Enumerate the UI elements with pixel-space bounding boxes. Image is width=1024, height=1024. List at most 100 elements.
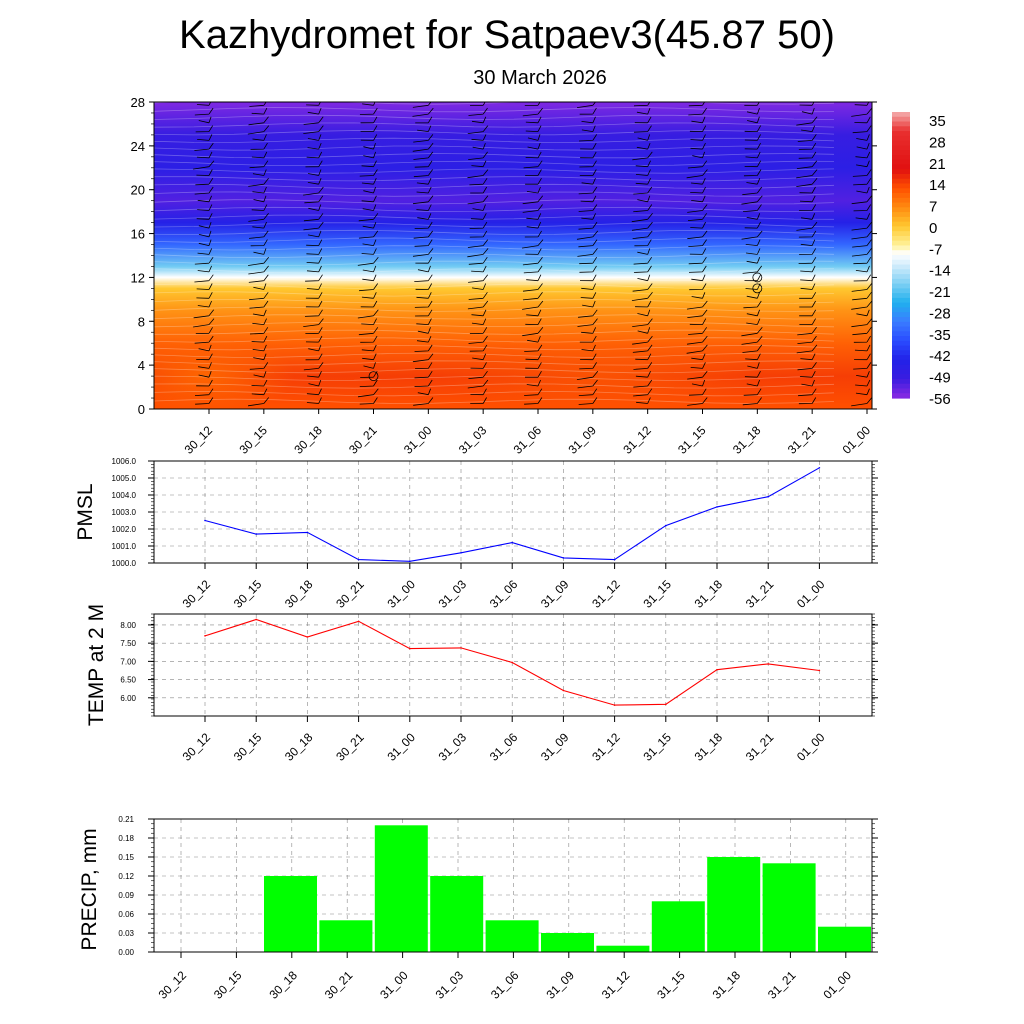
wind-barb — [471, 160, 487, 168]
colorbar-band — [892, 116, 910, 123]
colorbar-band — [892, 364, 910, 370]
wind-barb — [308, 344, 322, 352]
wind-barb — [852, 327, 872, 336]
wind-barb — [305, 353, 323, 361]
data-point — [409, 647, 411, 650]
contour-lines — [154, 102, 835, 404]
wind-barb — [855, 213, 871, 220]
wind-barb — [469, 221, 488, 229]
wind-barb — [632, 230, 653, 239]
x-tick-label: 31_15 — [640, 730, 674, 764]
contour-line — [154, 268, 835, 274]
wind-barb — [745, 151, 761, 159]
calm-marker — [752, 272, 763, 283]
contour-line — [154, 344, 835, 351]
wind-barb — [471, 309, 487, 317]
wind-barb — [357, 388, 379, 398]
wind-barb — [523, 160, 543, 169]
y-tick-label: 12 — [131, 270, 145, 285]
data-point — [562, 689, 565, 692]
wind-barb — [415, 309, 433, 317]
wind-barb — [797, 335, 817, 344]
wind-barb — [799, 248, 817, 255]
wind-barb — [248, 265, 269, 275]
contour-line — [154, 337, 835, 343]
colorbar-band — [892, 383, 910, 390]
colorbar-band — [892, 135, 910, 142]
colorbar-band — [892, 278, 910, 285]
wind-barb — [851, 221, 872, 231]
wind-barb — [193, 160, 215, 170]
wind-barb — [196, 213, 213, 220]
contour-line — [154, 291, 835, 297]
wind-barb — [577, 248, 598, 257]
wind-barb — [413, 230, 434, 239]
contour-line — [154, 298, 835, 305]
x-tick-label: 31_09 — [538, 577, 572, 611]
wind-barb — [359, 107, 378, 115]
calm-marker — [368, 371, 379, 382]
wind-barb — [417, 327, 431, 334]
wind-barb — [856, 142, 870, 150]
wind-barb — [853, 362, 872, 370]
wind-barb — [467, 195, 489, 205]
colorbar-band — [892, 169, 910, 175]
x-tick-label: 31_15 — [640, 577, 674, 611]
contour-line — [154, 314, 835, 320]
wind-barb — [468, 335, 488, 344]
wind-barb — [414, 274, 433, 282]
data-point — [204, 635, 206, 637]
precip-bar — [651, 901, 705, 952]
x-tick-label: 30_18 — [291, 423, 325, 457]
x-tick-label: 31_21 — [765, 968, 799, 1002]
colorbar-band — [892, 331, 910, 337]
colorbar-band — [892, 297, 910, 304]
wind-barb — [467, 248, 489, 258]
wind-barb — [305, 292, 323, 299]
wind-barb — [417, 125, 432, 132]
wind-barb — [633, 204, 653, 213]
wind-barb — [198, 116, 212, 124]
data-point — [255, 533, 257, 535]
x-tick-label: 30_15 — [236, 423, 270, 457]
wind-barb — [581, 178, 596, 185]
precip-bar — [374, 825, 428, 952]
wind-barb — [194, 274, 214, 283]
wind-barb — [744, 371, 761, 378]
data-point — [767, 495, 769, 498]
wind-barb — [525, 125, 542, 132]
wind-barb — [415, 362, 433, 369]
wind-barb — [742, 344, 763, 353]
colorbar-band — [892, 112, 910, 118]
wind-barb — [251, 379, 268, 387]
wind-barb — [415, 283, 433, 290]
wind-barb — [303, 362, 324, 371]
wind-barb — [634, 239, 652, 247]
wind-barb — [798, 230, 817, 238]
wind-barb — [196, 283, 213, 290]
wind-barb — [363, 142, 376, 150]
x-tick-label: 30_12 — [156, 968, 190, 1002]
y-tick-label: 0 — [138, 402, 145, 417]
wind-barb — [856, 160, 870, 168]
wind-barb — [741, 327, 763, 337]
wind-barb — [797, 327, 817, 336]
wind-barb — [472, 353, 487, 361]
precip-bar — [818, 926, 871, 952]
wind-barb — [360, 125, 378, 132]
wind-barb — [413, 397, 434, 406]
wind-barb — [471, 318, 487, 325]
wind-barb — [689, 283, 707, 291]
wind-barb — [248, 256, 270, 266]
colorbar-band — [892, 245, 910, 251]
wind-barb — [357, 256, 379, 266]
wind-barb — [635, 169, 651, 176]
wind-barb — [523, 265, 543, 274]
wind-barb — [689, 125, 707, 132]
wind-barb — [635, 160, 651, 168]
colorbar-label: -7 — [929, 241, 942, 258]
x-tick-label: 31_03 — [436, 730, 470, 764]
wind-barb — [303, 213, 324, 222]
data-point — [665, 524, 667, 527]
wind-barb — [686, 344, 708, 354]
